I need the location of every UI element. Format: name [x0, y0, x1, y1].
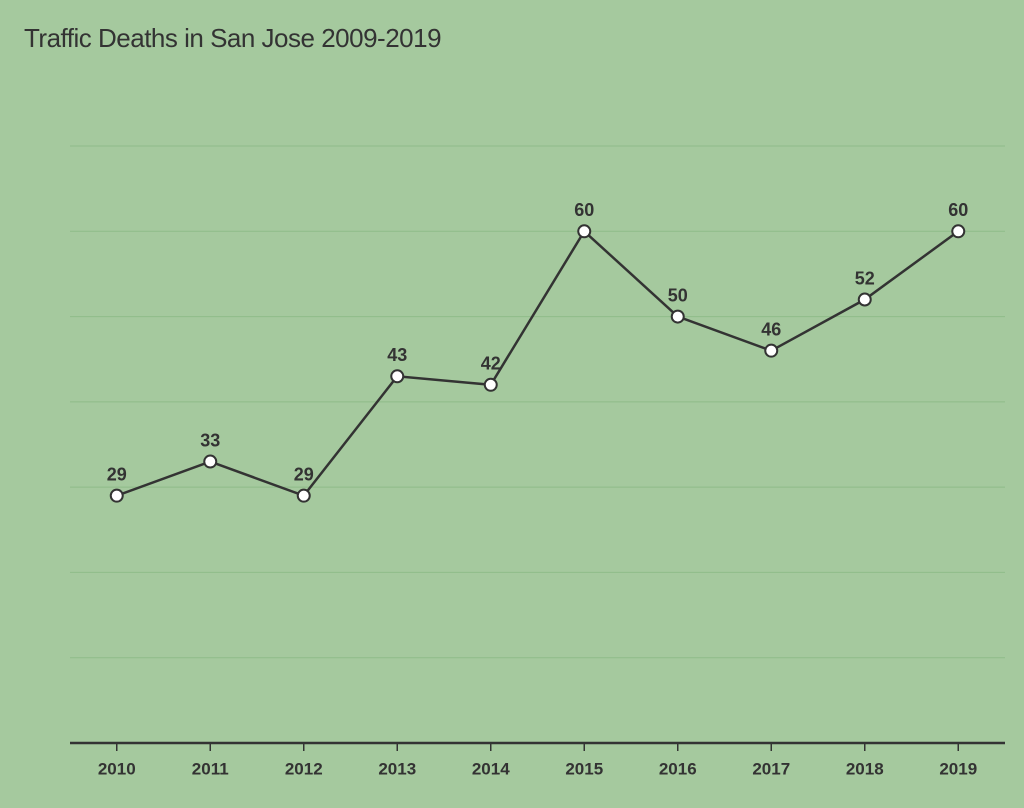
x-tick-label: 2015: [565, 759, 603, 778]
point: [670, 309, 685, 324]
data-label: 60: [574, 200, 594, 220]
data-label: 33: [200, 430, 220, 450]
point: [109, 488, 124, 503]
data-label: 50: [668, 285, 688, 305]
x-tick-label: 2011: [192, 759, 229, 778]
data-line: [116, 229, 959, 498]
x-tick-label: 2017: [752, 759, 790, 778]
chart-title: Traffic Deaths in San Jose 2009-2019: [24, 23, 441, 53]
x-tick-label: 2018: [846, 759, 884, 778]
x-tick-label: 2019: [939, 759, 977, 778]
data-label: 42: [481, 354, 501, 374]
x-tick-label: 2013: [378, 759, 416, 778]
point: [203, 454, 218, 469]
data-label: 52: [855, 268, 875, 288]
x-tick-label: 2016: [659, 759, 697, 778]
point: [764, 343, 779, 358]
data-label: 29: [107, 464, 127, 484]
data-label: 43: [387, 345, 407, 365]
point: [296, 488, 311, 503]
x-tick-label: 2012: [285, 759, 323, 778]
point: [951, 224, 966, 239]
point: [390, 369, 405, 384]
point: [857, 292, 872, 307]
point: [577, 224, 592, 239]
data-label: 60: [948, 200, 968, 220]
data-label: 29: [294, 464, 314, 484]
x-tick-label: 2010: [98, 759, 136, 778]
data-label: 46: [761, 319, 781, 339]
x-tick-label: 2014: [472, 759, 510, 778]
point: [483, 377, 498, 392]
